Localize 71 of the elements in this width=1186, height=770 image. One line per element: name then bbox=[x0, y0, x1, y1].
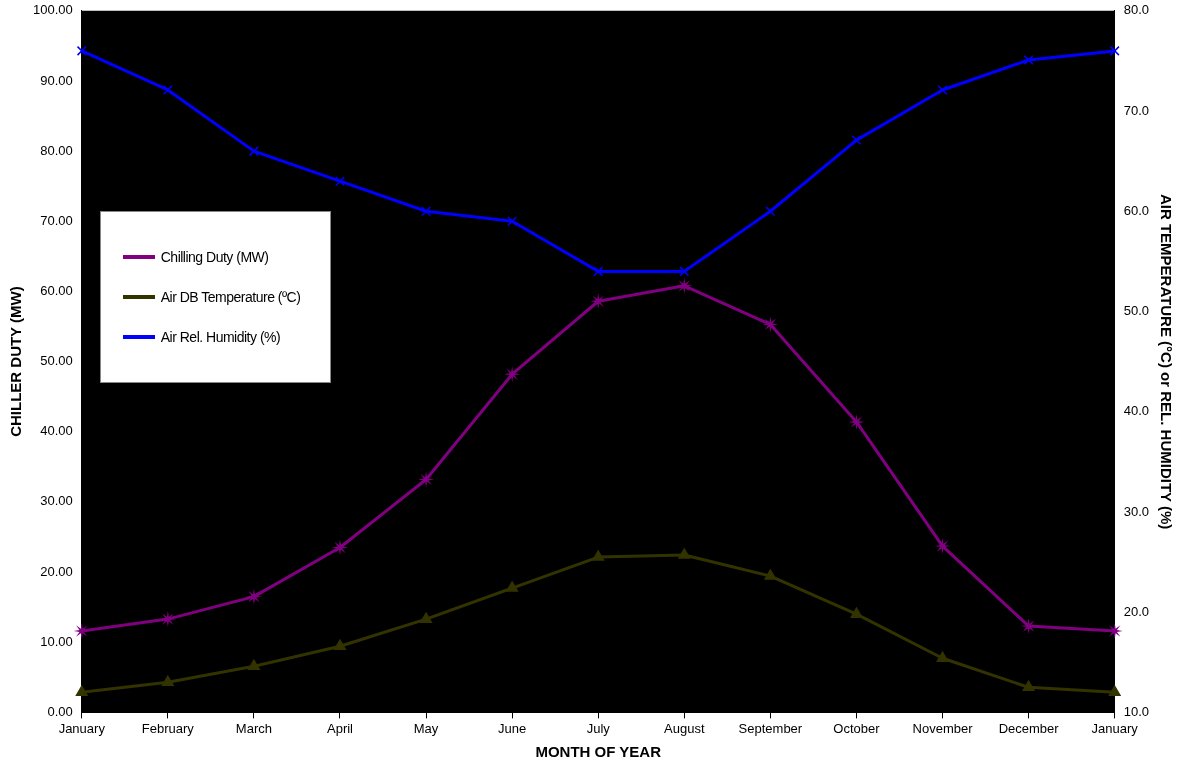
x-tick-label: May bbox=[413, 720, 439, 736]
point bbox=[590, 293, 607, 310]
point bbox=[162, 84, 173, 95]
legend-label: Air Rel. Humidity (%) bbox=[160, 328, 281, 345]
point bbox=[936, 651, 949, 663]
y-tick-label: 80.00 bbox=[40, 142, 73, 158]
y-axis-title: CHILLER DUTY (MW) bbox=[7, 286, 25, 437]
point bbox=[1108, 685, 1121, 697]
y2-tick-label: 50.0 bbox=[1123, 303, 1150, 319]
y2-tick-label: 30.0 bbox=[1123, 503, 1150, 519]
y-tick-label: 60.00 bbox=[40, 283, 73, 299]
point bbox=[161, 675, 174, 687]
x-tick-label: November bbox=[912, 720, 974, 736]
y2-tick-label: 20.0 bbox=[1123, 603, 1150, 619]
legend-label: Air DB Temperature (ºC) bbox=[160, 288, 301, 305]
x-tick-label: February bbox=[141, 720, 195, 736]
y2-tick-label: 40.0 bbox=[1123, 403, 1150, 419]
point bbox=[334, 639, 346, 650]
point bbox=[676, 277, 693, 294]
legend-label: Chilling Duty (MW) bbox=[160, 248, 269, 265]
point bbox=[507, 216, 518, 227]
point bbox=[851, 135, 862, 146]
point bbox=[934, 538, 951, 555]
y-tick-label: 10.00 bbox=[40, 633, 73, 649]
x-tick-label: September bbox=[738, 720, 803, 736]
x-tick-label: April bbox=[326, 720, 354, 736]
y-tick-label: 100.00 bbox=[33, 2, 73, 18]
point bbox=[159, 611, 176, 628]
point bbox=[678, 548, 691, 559]
point bbox=[593, 266, 604, 277]
x-tick-label: December bbox=[998, 720, 1060, 736]
point bbox=[75, 685, 88, 697]
point bbox=[248, 146, 259, 157]
y-tick-label: 50.00 bbox=[40, 353, 73, 369]
y-tick-label: 90.00 bbox=[40, 72, 73, 88]
point bbox=[421, 206, 432, 217]
point bbox=[332, 539, 348, 556]
point bbox=[76, 45, 87, 56]
point bbox=[1109, 45, 1120, 56]
point bbox=[245, 588, 262, 605]
point bbox=[762, 316, 779, 333]
y2-tick-label: 80.0 bbox=[1123, 2, 1150, 18]
x-tick-label: June bbox=[498, 720, 527, 736]
point bbox=[1023, 54, 1034, 65]
x-tick-label: October bbox=[833, 720, 881, 736]
y-tick-label: 0.00 bbox=[47, 703, 73, 719]
x-axis-title: MONTH OF YEAR bbox=[535, 743, 662, 761]
x-tick-label: August bbox=[664, 720, 705, 736]
y-tick-label: 40.00 bbox=[40, 423, 73, 439]
point bbox=[679, 266, 690, 277]
x-tick-label: January bbox=[58, 720, 106, 736]
point bbox=[420, 612, 433, 623]
y-tick-label: 20.00 bbox=[40, 563, 73, 579]
point bbox=[1022, 680, 1035, 692]
point bbox=[848, 413, 865, 430]
y2-tick-label: 10.0 bbox=[1123, 703, 1150, 719]
point bbox=[592, 550, 605, 561]
x-tick-label: January bbox=[1091, 720, 1139, 736]
y2-axis-title: AIR TEMPERATURE (°C) or REL. HUMIDITY (%) bbox=[1157, 193, 1175, 530]
x-tick-label: July bbox=[586, 720, 611, 736]
point bbox=[504, 366, 521, 383]
point bbox=[247, 659, 260, 671]
point bbox=[506, 581, 519, 592]
x-tick-label: March bbox=[235, 720, 272, 736]
y2-tick-label: 60.0 bbox=[1123, 202, 1150, 218]
point bbox=[937, 84, 948, 95]
y-tick-label: 30.00 bbox=[40, 493, 73, 509]
y-tick-label: 70.00 bbox=[40, 212, 73, 228]
y2-tick-label: 70.0 bbox=[1123, 102, 1150, 118]
point bbox=[335, 176, 345, 187]
point bbox=[418, 471, 435, 488]
